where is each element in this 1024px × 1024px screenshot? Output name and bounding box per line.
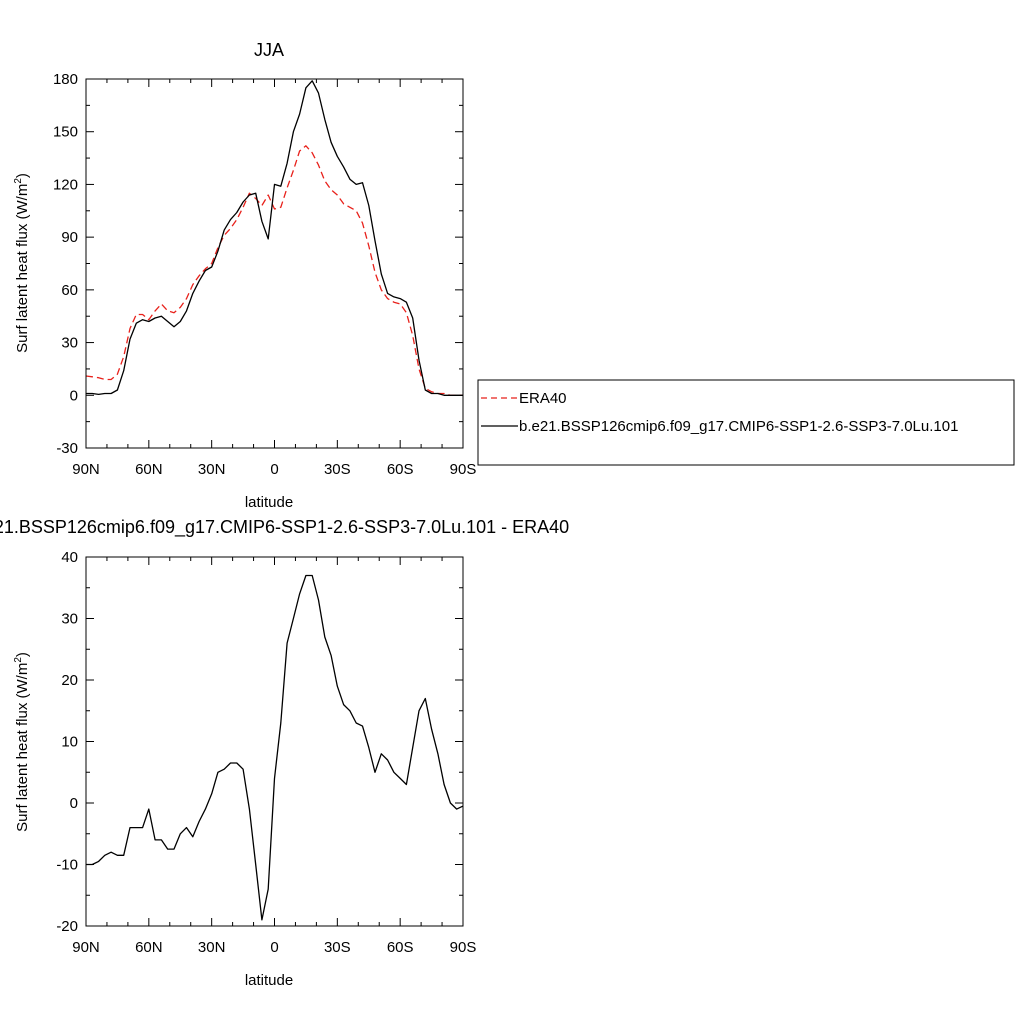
bottom-ytick-label: 40 xyxy=(61,549,78,566)
top-ytick-label: 120 xyxy=(53,176,78,193)
top-chart-axes xyxy=(85,78,464,449)
bottom-xtick-label: 30S xyxy=(324,939,351,956)
top-chart-y-axis-label-sup: 2 xyxy=(13,178,24,184)
top-ytick-label: 60 xyxy=(61,282,78,299)
bottom-xtick-label: 60S xyxy=(387,939,414,956)
bottom-ytick-label: -10 xyxy=(56,857,78,874)
bottom-xtick-label: 60N xyxy=(135,939,163,956)
top-ytick-label: 90 xyxy=(61,229,78,246)
bottom-chart-y-axis-label-text: Surf latent heat flux (W/m xyxy=(14,663,31,832)
top-chart-x-axis-label: latitude xyxy=(245,494,293,511)
top-xtick-label: 90S xyxy=(450,461,477,478)
top-ytick-label: 150 xyxy=(53,124,78,141)
top-chart-frame xyxy=(85,78,464,449)
top-chart-title: JJA xyxy=(254,40,284,60)
legend-box xyxy=(477,379,1015,466)
top-xtick-label: 30S xyxy=(324,461,351,478)
bottom-chart-axes xyxy=(85,556,464,927)
bottom-xtick-label: 90N xyxy=(72,939,100,956)
top-ytick-label: -30 xyxy=(56,440,78,457)
bottom-ytick-label: 0 xyxy=(70,795,78,812)
top-chart-panel: JJA 90N 60N 30N 0 30S 60S 90S -30 0 30 60 90 120 150 1… xyxy=(13,40,476,511)
top-xtick-label: 60S xyxy=(387,461,414,478)
bottom-chart-frame xyxy=(85,556,464,927)
bottom-ytick-label: 20 xyxy=(61,672,78,689)
bottom-chart-title: b.e21.BSSP126cmip6.f09_g17.CMIP6-SSP1-2.… xyxy=(0,517,569,538)
bottom-ytick-label: 30 xyxy=(61,611,78,628)
bottom-xtick-label: 30N xyxy=(198,939,226,956)
top-chart-y-axis-label-close: ) xyxy=(14,173,31,178)
top-ytick-label: 180 xyxy=(53,71,78,88)
top-series-line-model xyxy=(86,80,463,396)
bottom-chart-y-axis-label-sup: 2 xyxy=(13,657,24,663)
bottom-chart-tick-labels: 90N 60N 30N 0 30S 60S 90S -20 -10 0 10 20 30 40 xyxy=(56,549,476,956)
top-xtick-label: 30N xyxy=(198,461,226,478)
bottom-xtick-label: 90S xyxy=(450,939,477,956)
top-chart-series xyxy=(85,80,463,396)
top-xtick-label: 0 xyxy=(270,461,278,478)
bottom-chart-y-axis-label: Surf latent heat flux (W/m2) xyxy=(13,652,31,832)
legend-label-era40: ERA40 xyxy=(519,390,567,407)
bottom-chart-x-axis-label: latitude xyxy=(245,972,293,989)
top-chart-y-axis-label-text: Surf latent heat flux (W/m xyxy=(14,184,31,353)
top-ytick-label: 30 xyxy=(61,335,78,352)
top-xtick-label: 60N xyxy=(135,461,163,478)
top-series-line-era40 xyxy=(85,145,463,396)
top-xtick-label: 90N xyxy=(72,461,100,478)
bottom-chart-series xyxy=(86,574,464,921)
chart-legend: ERA40 b.e21.BSSP126cmip6.f09_g17.CMIP6-S… xyxy=(477,379,1015,466)
top-chart-y-axis-label: Surf latent heat flux (W/m2) xyxy=(13,173,31,353)
bottom-ytick-label: -20 xyxy=(56,918,78,935)
bottom-chart-panel: b.e21.BSSP126cmip6.f09_g17.CMIP6-SSP1-2.… xyxy=(0,517,569,989)
bottom-xtick-label: 0 xyxy=(270,939,278,956)
bottom-ytick-label: 10 xyxy=(61,734,78,751)
top-ytick-label: 0 xyxy=(70,387,78,404)
legend-label-model: b.e21.BSSP126cmip6.f09_g17.CMIP6-SSP1-2.… xyxy=(519,418,958,435)
bottom-series-line-difference xyxy=(86,574,464,921)
top-chart-tick-labels: 90N 60N 30N 0 30S 60S 90S -30 0 30 60 90 120 150 180 xyxy=(53,71,476,478)
bottom-chart-y-axis-label-close: ) xyxy=(14,652,31,657)
